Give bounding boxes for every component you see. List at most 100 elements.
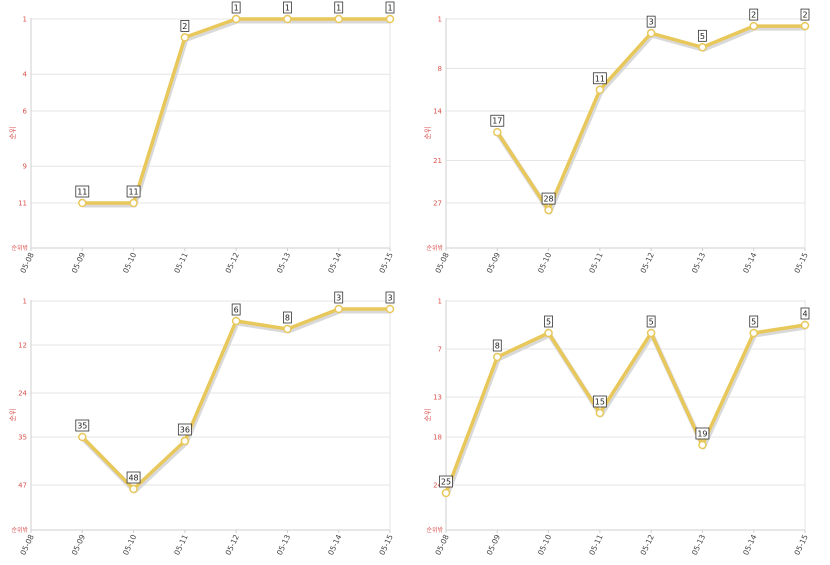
y-axis-title: 순위 — [424, 409, 432, 422]
y-tick-label: 1 — [23, 16, 27, 24]
data-label-box — [334, 291, 344, 304]
y-tick-label: 27 — [433, 200, 442, 208]
y-tick-label: 9 — [23, 163, 27, 171]
data-point — [544, 205, 553, 215]
data-point — [698, 440, 707, 450]
data-label-box — [646, 315, 656, 328]
data-label: 15 — [595, 398, 605, 407]
y-tick-label: 6 — [23, 108, 28, 116]
data-label: 5 — [649, 318, 654, 327]
y-axis-title: 순위 — [9, 127, 17, 140]
y-out-of-rank-label: 순위밖 — [11, 526, 28, 534]
y-tick-label: 1 — [438, 16, 442, 24]
y-tick-label: 35 — [18, 434, 27, 442]
y-tick-label: 24 — [433, 482, 442, 490]
x-tick-label: 05-10 — [121, 533, 138, 557]
x-tick-label: 05-10 — [536, 533, 553, 557]
data-point — [385, 14, 395, 24]
data-point — [646, 328, 656, 338]
data-point — [231, 316, 241, 326]
data-label-box — [385, 1, 395, 14]
data-label: 25 — [441, 478, 451, 487]
data-label-box — [646, 15, 656, 28]
data-label: 48 — [128, 474, 138, 483]
y-tick-label: 8 — [438, 65, 442, 73]
series-line — [444, 323, 807, 495]
data-label-box — [180, 19, 190, 32]
data-label-box — [231, 303, 241, 316]
data-label: 35 — [77, 422, 87, 431]
data-point — [78, 198, 87, 208]
y-tick-label: 1 — [438, 298, 442, 306]
chart-svg: 1 8 14 21 27 순위밖 순위 05-08 05-09 05-10 05-11 05-12 05… — [424, 8, 810, 275]
data-point — [646, 28, 656, 38]
y-tick-label: 24 — [18, 390, 27, 398]
x-tick-label: 05-11 — [172, 533, 189, 557]
data-label: 2 — [802, 11, 807, 20]
data-label-box — [749, 315, 759, 328]
data-label: 8 — [285, 314, 290, 323]
rank-chart-1: 1 4 6 9 11 순위밖 순위 05-08 05-09 05-10 05-11 05-12 05-1… — [0, 0, 415, 282]
data-label-box — [283, 1, 292, 14]
data-point — [595, 408, 605, 418]
data-point — [544, 328, 553, 338]
data-point — [231, 14, 241, 24]
data-label-box — [334, 1, 344, 14]
chart-svg: 1 7 13 18 24 순위밖 순위 05-08 05-09 05-10 05-11 05-12 05… — [424, 298, 810, 557]
data-label: 3 — [336, 294, 341, 303]
rank-chart-3: 1 12 24 35 47 순위밖 순위 05-08 05-09 05-10 05-11 05-12 0… — [0, 282, 415, 564]
y-out-of-rank-label: 순위밖 — [426, 244, 443, 252]
x-tick-label: 05-13 — [275, 533, 292, 557]
y-tick-label: 18 — [433, 434, 442, 442]
data-point — [283, 14, 292, 24]
data-label-box — [544, 315, 553, 328]
data-label-box — [592, 72, 607, 85]
series-line — [80, 307, 392, 491]
y-out-of-rank-label: 순위밖 — [11, 244, 28, 252]
data-label-box — [126, 471, 141, 484]
x-tick-label: 05-09 — [70, 533, 87, 557]
data-label: 1 — [234, 4, 239, 13]
x-tick-label: 05-10 — [536, 251, 553, 275]
data-point — [749, 328, 758, 338]
y-tick-label: 21 — [433, 157, 442, 165]
y-tick-label: 4 — [23, 71, 28, 79]
data-point — [441, 488, 451, 498]
data-label-box — [541, 192, 556, 205]
data-label: 5 — [546, 318, 551, 327]
data-label: 5 — [700, 32, 705, 41]
data-label: 2 — [751, 11, 756, 20]
y-tick-label: 12 — [18, 342, 27, 350]
data-label: 11 — [595, 74, 605, 83]
x-tick-label: 05-08 — [433, 251, 450, 275]
data-point — [180, 436, 190, 446]
data-point — [283, 324, 292, 334]
data-label: 17 — [492, 117, 502, 126]
y-tick-label: 14 — [433, 108, 442, 116]
x-tick-label: 05-10 — [121, 251, 138, 275]
series-line — [495, 24, 807, 212]
x-tick-label: 05-15 — [377, 533, 394, 557]
x-tick-label: 05-12 — [224, 533, 241, 557]
y-axis-title: 순위 — [424, 127, 432, 140]
x-tick-label: 05-11 — [587, 533, 604, 557]
y-tick-label: 1 — [23, 298, 27, 306]
data-label-box — [800, 307, 810, 320]
data-label: 8 — [495, 342, 500, 351]
data-label: 6 — [234, 306, 239, 315]
data-point — [129, 484, 138, 494]
data-label-box — [800, 8, 810, 21]
data-label: 4 — [802, 310, 807, 319]
data-point — [800, 21, 810, 31]
x-tick-label: 05-11 — [172, 251, 189, 275]
data-point — [334, 304, 343, 314]
y-tick-label: 7 — [438, 346, 442, 354]
data-label-box — [283, 311, 292, 324]
data-label: 3 — [649, 18, 654, 27]
x-tick-label: 05-14 — [741, 533, 758, 557]
data-label: 1 — [387, 4, 392, 13]
x-tick-label: 05-12 — [639, 251, 656, 275]
data-label-box — [698, 29, 707, 42]
data-label-box — [490, 114, 505, 127]
